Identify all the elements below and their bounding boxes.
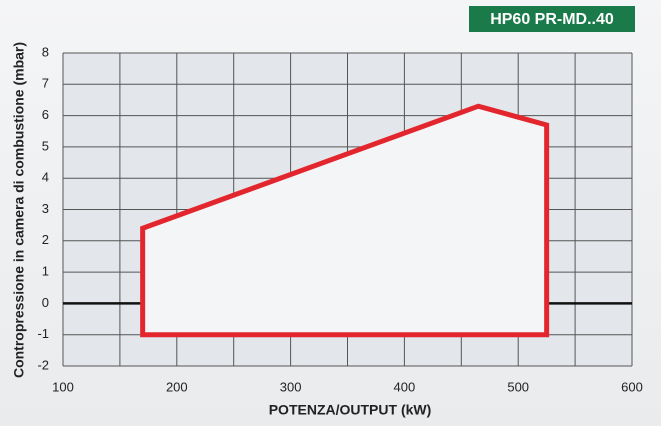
x-axis-label: POTENZA/OUTPUT (kW)	[269, 402, 432, 418]
y-tick-label: 0	[42, 295, 49, 310]
x-tick-label: 400	[394, 379, 416, 394]
x-tick-label: 100	[52, 379, 74, 394]
y-tick-label: 3	[42, 201, 49, 216]
x-tick-label: 500	[507, 379, 529, 394]
y-tick-label: 8	[42, 44, 49, 59]
y-tick-label: 7	[42, 76, 49, 91]
y-tick-label: -2	[37, 357, 49, 372]
badge: HP60 PR-MD..40	[490, 11, 614, 28]
y-tick-label: 1	[42, 264, 49, 279]
y-tick-label: 5	[42, 138, 49, 153]
y-tick-label: -1	[37, 326, 49, 341]
working-field	[140, 103, 550, 338]
y-tick-label: 2	[42, 232, 49, 247]
y-axis-label: Contropressione in camera di combustione…	[11, 42, 27, 378]
x-tick-label: 200	[166, 379, 188, 394]
badge-box	[469, 6, 635, 32]
x-tick-label: 600	[621, 379, 643, 394]
y-tick-label: 4	[42, 170, 49, 185]
y-tick-label: 6	[42, 107, 49, 122]
x-tick-label: 300	[280, 379, 302, 394]
